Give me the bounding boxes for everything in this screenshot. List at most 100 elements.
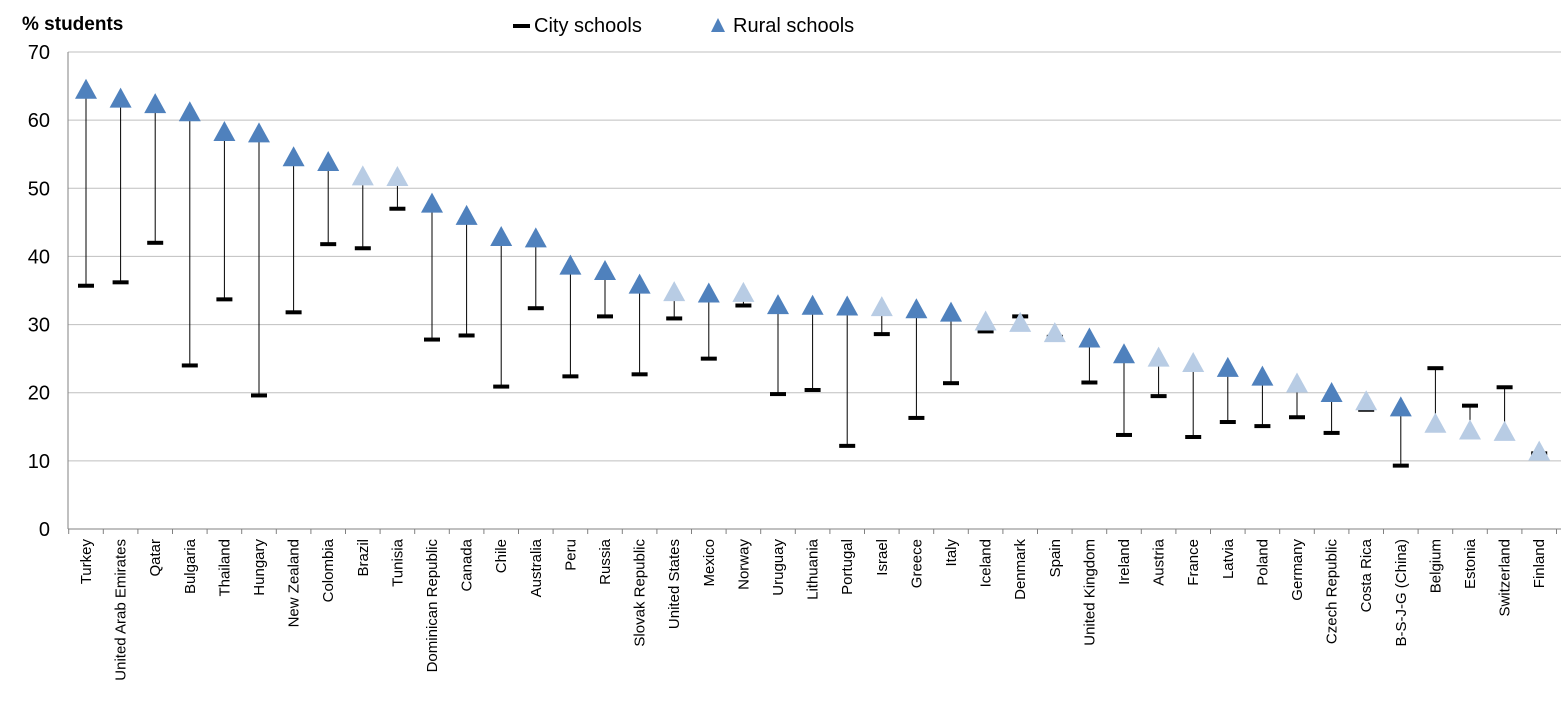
city-point [1185,435,1202,440]
x-tick-label: United Kingdom [1081,539,1098,646]
x-tick-label: Austria [1151,538,1168,585]
rural-point [732,281,755,302]
rural-point [1009,311,1032,332]
data-marks [75,78,1551,468]
rural-point [1078,327,1101,348]
city-point [943,381,959,386]
rural-point [386,166,409,187]
rural-point [1459,419,1481,440]
city-point [1496,385,1513,390]
rural-point [836,295,859,316]
city-point [1392,463,1409,468]
city-point [597,314,613,319]
city-point [908,415,925,420]
city-point [458,333,475,338]
x-tick-label: Thailand [216,539,233,597]
legend: City schools Rural schools [513,15,854,37]
rural-point [421,192,443,213]
x-tick-label: Greece [908,539,925,588]
x-tick-label: Finland [1531,539,1548,588]
city-point [1150,394,1167,399]
city-point [839,443,856,448]
x-tick-label: Poland [1254,539,1271,586]
x-tick-label: Costa Rica [1358,538,1375,612]
city-point [700,356,717,361]
x-tick-label: Colombia [320,538,337,602]
x-tick-label: Estonia [1462,538,1479,589]
x-tick-label: Hungary [251,539,268,596]
y-tick-label: 40 [28,246,50,268]
city-point [1254,424,1271,429]
x-tick-label: Peru [562,539,579,571]
city-point [562,374,579,379]
city-point [354,246,371,251]
city-point [873,332,890,337]
rural-point [905,298,928,319]
rural-point [767,294,789,315]
y-tick-label: 30 [28,315,50,337]
city-point [770,392,786,397]
city-point [1081,380,1098,385]
rural-point [1113,343,1135,364]
x-tick-label: United States [666,539,683,629]
rural-point [213,121,236,142]
rural-point [974,310,997,331]
x-tick-label: Belgium [1427,539,1444,593]
rural-point [75,78,97,99]
x-tick-label: Russia [597,538,614,585]
city-point [1462,403,1478,408]
city-point [285,310,302,315]
city-point [1116,432,1132,437]
x-tick-label: New Zealand [286,539,303,627]
y-tick-label: 50 [28,178,50,200]
x-tick-label: Canada [459,538,476,591]
city-point [251,393,267,398]
x-tick-label: Brazil [355,539,372,577]
city-point [78,283,94,288]
rural-point [1043,322,1066,343]
rural-point [351,165,374,186]
legend-rural-marker [711,18,725,32]
city-point [389,206,406,211]
rural-point [317,151,340,172]
rural-point [628,273,651,294]
city-point [112,280,129,285]
x-tick-label: United Arab Emirates [113,539,130,681]
rural-point [801,294,824,315]
x-tick-label: B-S-J-G (China) [1393,539,1410,647]
x-tick-label: Germany [1289,539,1306,601]
rural-point [109,87,132,108]
city-point [216,297,233,302]
rural-point [1493,420,1516,441]
legend-city-marker [513,24,530,28]
x-tick-label: Bulgaria [182,538,199,594]
city-point [1427,366,1444,371]
city-point [147,240,164,245]
legend-rural-label: Rural schools [733,15,854,37]
x-tick-label: Turkey [78,539,95,585]
city-point [1323,430,1340,435]
rural-point [1389,396,1412,417]
x-tick-label: Uruguay [770,539,787,596]
city-point [424,337,440,342]
x-tick-label: Ireland [1116,539,1133,585]
x-tick-label: Italy [943,539,960,567]
x-tick-label: Iceland [978,539,995,587]
rural-point [1286,372,1308,393]
x-tick-label: Israel [874,539,891,576]
rural-point [248,122,270,143]
x-tick-label: Latvia [1220,538,1237,579]
rural-point [178,101,201,122]
rural-point [1355,390,1378,411]
rural-point [282,146,305,167]
rural-point [697,282,720,303]
rural-point [1182,352,1205,373]
city-point [527,306,544,311]
x-tick-label: Denmark [1012,539,1029,600]
x-tick-label: Norway [735,539,752,590]
rural-point [455,204,478,225]
city-point [735,303,752,308]
rural-point [940,301,962,322]
rural-point [1251,365,1274,386]
gridlines [68,51,1561,462]
